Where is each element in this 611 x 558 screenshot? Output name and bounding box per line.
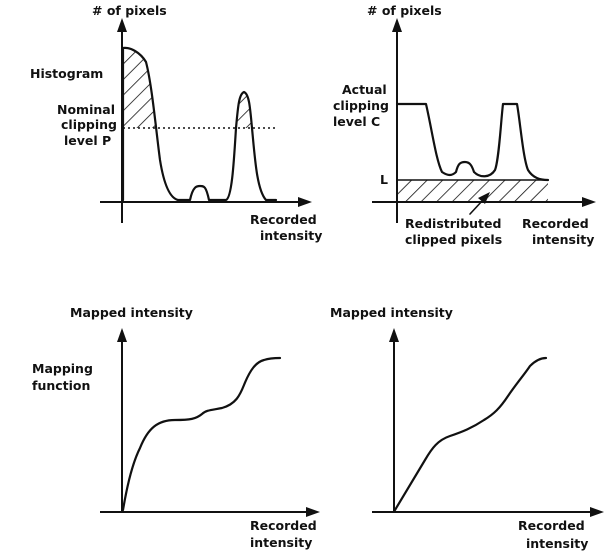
br-x-axis-label-2: intensity [526, 536, 588, 551]
panel-top-right: # of pixels Actual clipping level C L Re… [333, 3, 596, 247]
tl-x-axis-label-1: Recorded [250, 212, 317, 227]
tr-clip-label-2: clipping [333, 98, 389, 113]
tr-y-arrow [392, 18, 402, 32]
tr-x-arrow [582, 197, 596, 207]
tr-pointer-line [469, 199, 484, 215]
tr-clip-label-1: Actual [342, 82, 387, 97]
panel-bottom-left: Mapped intensity Mapping function Record… [32, 305, 320, 550]
tr-base-level-label: L [380, 172, 388, 187]
br-y-arrow [389, 328, 399, 342]
tl-clip-label-2: clipping [61, 117, 117, 132]
br-x-axis-label-1: Recorded [518, 518, 585, 533]
bl-x-axis-label-2: intensity [250, 535, 312, 550]
tl-clip-label-3: level P [64, 133, 111, 148]
br-mapping-function-curve [393, 356, 548, 512]
bl-mapping-function-curve [121, 356, 282, 512]
tl-x-arrow [298, 197, 312, 207]
tr-redistributed-label-2: clipped pixels [405, 232, 502, 247]
bl-y-axis-label: Mapped intensity [70, 305, 193, 320]
tr-clip-label-3: level C [333, 114, 380, 129]
tl-clipped-region-left [123, 47, 157, 128]
tr-y-axis-label: # of pixels [367, 3, 442, 18]
tr-x-axis-label-1: Recorded [522, 216, 589, 231]
br-y-axis-label: Mapped intensity [330, 305, 453, 320]
bl-x-axis-label-1: Recorded [250, 518, 317, 533]
bl-y-arrow [117, 328, 127, 342]
panel-bottom-right: Mapped intensity Recorded intensity [330, 305, 604, 551]
panel-top-left: # of pixels Histogram Nominal clipping l… [30, 3, 322, 243]
tr-x-axis-label-2: intensity [532, 232, 594, 247]
bl-mapping-label-1: Mapping [32, 361, 93, 376]
tl-histogram-label: Histogram [30, 66, 103, 81]
tr-clipped-histogram-curve [395, 102, 550, 182]
tl-clip-label-1: Nominal [57, 102, 115, 117]
tl-histogram-curve [121, 46, 278, 202]
tl-y-arrow [117, 18, 127, 32]
tl-y-axis-label: # of pixels [92, 3, 167, 18]
br-x-arrow [590, 507, 604, 517]
tr-pointer-arrowhead [478, 192, 490, 204]
bl-mapping-label-2: function [32, 378, 90, 393]
tr-redistributed-label-1: Redistributed [405, 216, 501, 231]
bl-x-arrow [306, 507, 320, 517]
tr-redistributed-band [398, 180, 548, 201]
tl-x-axis-label-2: intensity [260, 228, 322, 243]
